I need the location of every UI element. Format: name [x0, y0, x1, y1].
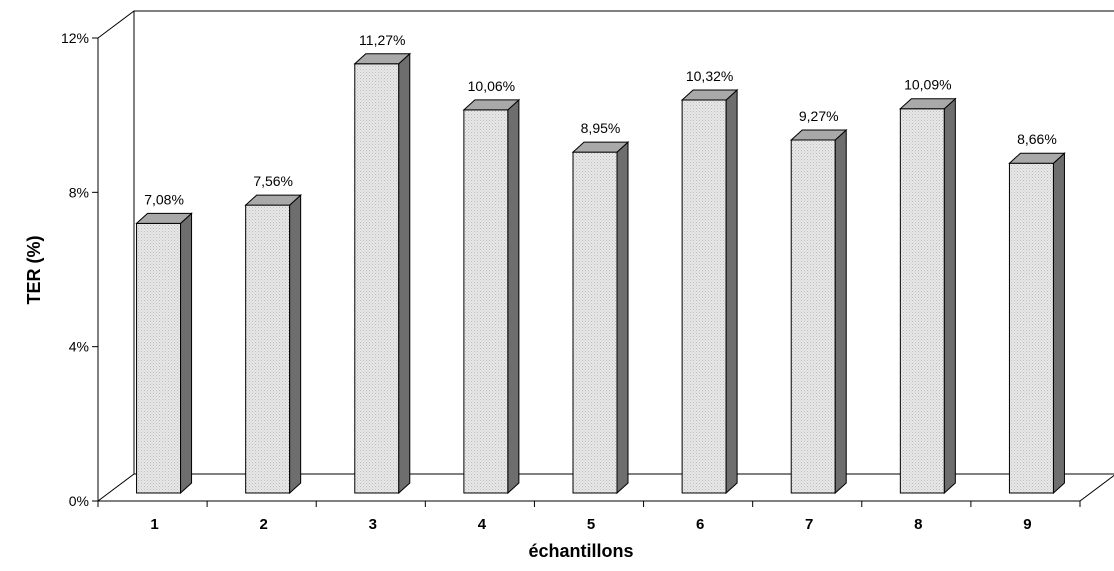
bar-side	[180, 212, 193, 495]
bar-side	[725, 88, 738, 495]
x-tick-label: 5	[587, 516, 595, 533]
bar-front	[245, 204, 291, 494]
bar-1	[135, 212, 193, 495]
value-label: 7,08%	[144, 191, 184, 207]
bar-side	[1052, 152, 1065, 495]
y-tick-label: 12%	[61, 30, 89, 46]
x-tick-label: 4	[478, 516, 487, 533]
value-label: 9,27%	[799, 108, 839, 124]
bar-side	[616, 141, 629, 495]
bar-side	[289, 193, 302, 495]
bar-front	[136, 222, 182, 494]
bar-front	[899, 108, 945, 494]
y-tick-label: 4%	[69, 339, 89, 355]
bar-front	[354, 63, 400, 494]
y-axis-title: TER (%)	[24, 236, 44, 305]
value-label: 8,95%	[581, 120, 621, 136]
bar-6	[680, 88, 739, 495]
bar-side	[507, 98, 520, 495]
bar-8	[899, 97, 957, 495]
bar-front	[572, 151, 618, 494]
value-label: 10,09%	[904, 77, 951, 93]
bar-top	[244, 194, 302, 206]
bar-top	[789, 129, 848, 141]
bar-4	[462, 98, 521, 495]
x-tick-label: 8	[914, 516, 922, 533]
bar-top	[135, 212, 193, 224]
back-wall	[133, 10, 1114, 474]
bar-top	[1008, 152, 1066, 164]
x-tick-label: 9	[1023, 516, 1031, 533]
x-tick-label: 7	[805, 516, 813, 533]
value-label: 11,27%	[359, 32, 405, 48]
y-tick-label: 0%	[69, 493, 89, 509]
bar-top	[353, 53, 412, 65]
bar-7	[789, 128, 848, 495]
x-tick-label: 1	[150, 516, 158, 533]
bar-5	[571, 141, 630, 495]
bar-top	[462, 99, 521, 111]
value-label: 10,06%	[468, 78, 515, 94]
bar-side	[943, 97, 956, 495]
side-wall-edge	[97, 10, 135, 39]
x-axis-title: échantillons	[528, 541, 633, 561]
value-label: 7,56%	[253, 173, 293, 189]
x-tick-label: 2	[259, 516, 267, 533]
y-tick-label: 8%	[69, 184, 89, 200]
x-tick-label: 3	[369, 516, 377, 533]
bar-3	[353, 52, 412, 495]
bar-side	[398, 52, 411, 495]
bar-front	[1008, 162, 1054, 494]
bar-top	[899, 98, 957, 110]
bar-side	[834, 128, 847, 495]
bar-9	[1008, 152, 1066, 495]
value-label: 10,32%	[686, 68, 733, 84]
bar-front	[681, 99, 727, 494]
bar-front	[790, 139, 836, 494]
bar-top	[571, 141, 630, 153]
bar-2	[244, 193, 302, 495]
bar-front	[463, 109, 509, 494]
bar-top	[680, 89, 739, 101]
x-tick-label: 6	[696, 516, 704, 533]
value-label: 8,66%	[1017, 131, 1057, 147]
